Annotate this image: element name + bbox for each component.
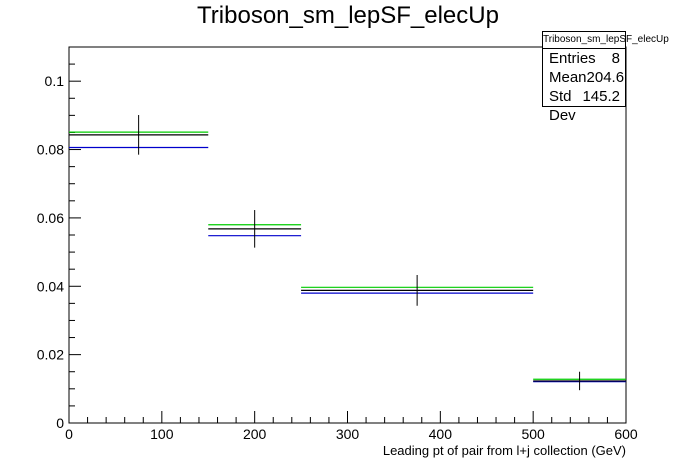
x-tick-label: 200 [243,426,267,442]
x-axis-label: Leading pt of pair from l+j collection (… [382,443,626,458]
stats-title: Triboson_sm_lepSF_elecUp [543,32,669,49]
stats-label-stddev: Std Dev [549,88,576,124]
stats-box: Triboson_sm_lepSF_elecUp Entries 8 Mean … [542,31,669,124]
x-tick-label: 300 [336,426,360,442]
x-tick-label: 500 [521,426,545,442]
stats-value-entries: 8 [611,50,620,67]
y-tick-label: 0.04 [37,278,64,294]
stats-label-entries: Entries [549,50,596,67]
x-tick-label: 600 [614,426,638,442]
x-tick-label: 0 [65,426,73,442]
y-tick-label: 0.08 [37,142,64,158]
x-tick-label: 400 [429,426,453,442]
stats-label-mean: Mean [549,69,587,86]
stats-row-entries: Entries 8 [543,49,625,68]
stats-row-stddev: Std Dev 145.2 [543,87,625,125]
x-tick-label: 100 [150,426,174,442]
stats-value-mean: 204.6 [586,69,625,86]
stats-value-stddev: 145.2 [582,88,620,105]
y-tick-label: 0 [56,415,64,431]
stats-row-mean: Mean 204.6 [543,68,625,87]
y-tick-label: 0.02 [37,347,64,363]
y-tick-label: 0.1 [45,73,65,89]
y-tick-label: 0.06 [37,210,64,226]
chart-title: Triboson_sm_lepSF_elecUp [197,2,499,29]
